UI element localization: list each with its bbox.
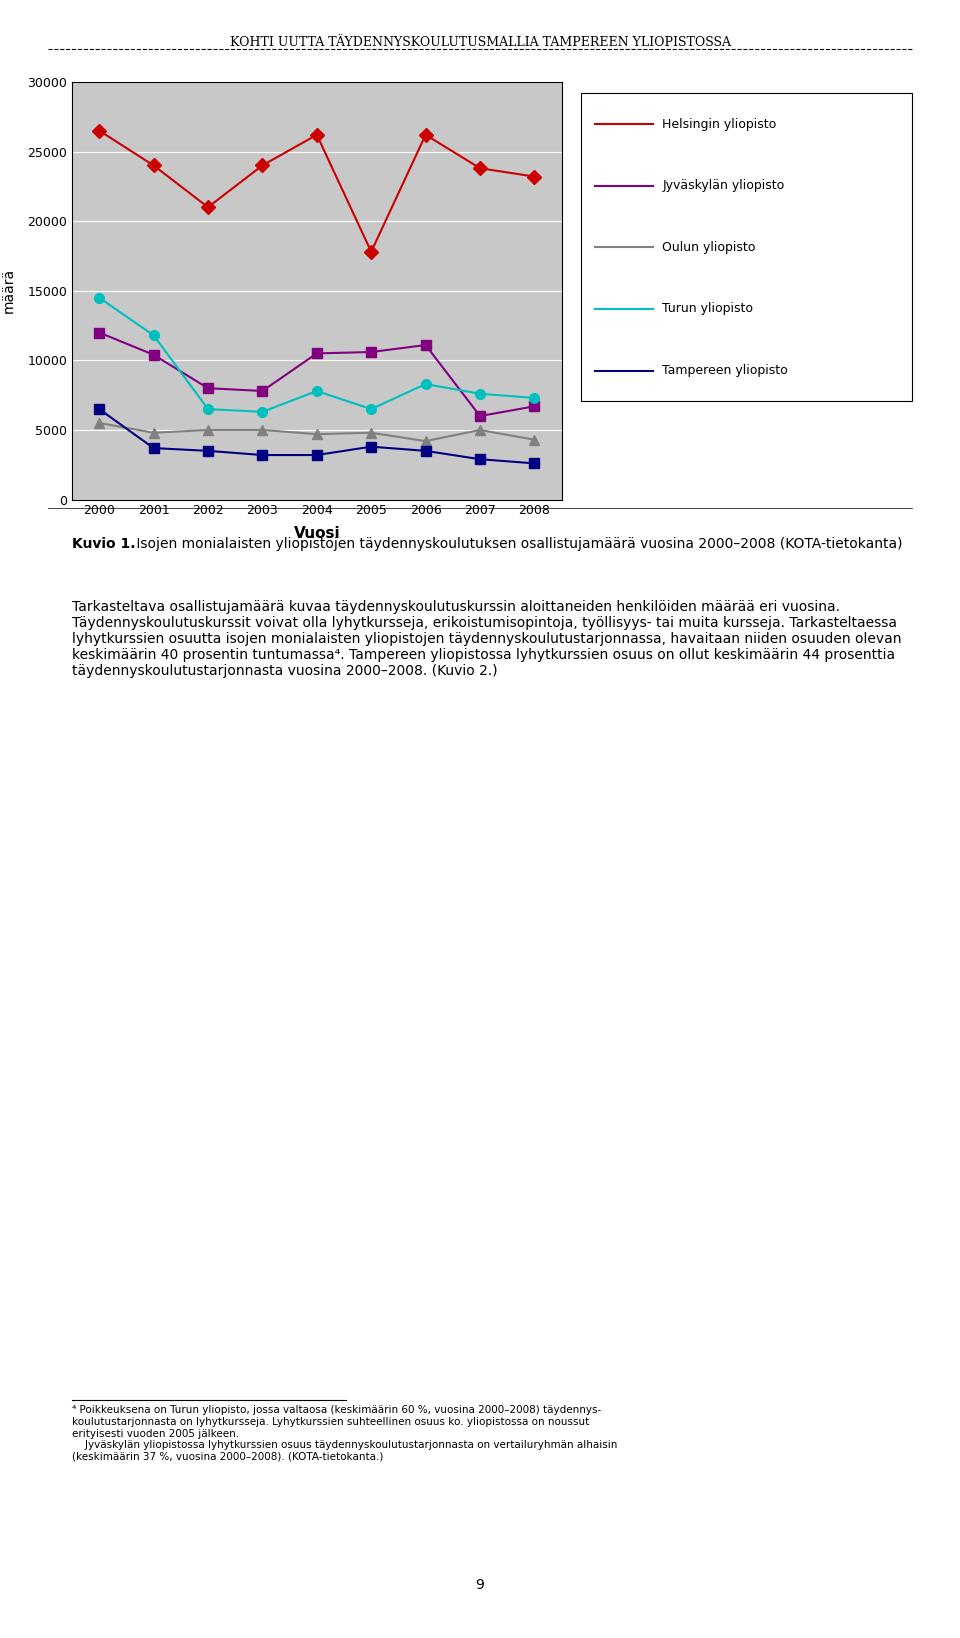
Text: Jyväskylän yliopisto: Jyväskylän yliopisto: [662, 179, 784, 192]
Text: Isojen monialaisten yliopistojen täydennyskoulutuksen osallistujamäärä vuosina 2: Isojen monialaisten yliopistojen täydenn…: [132, 537, 902, 552]
Text: Tampereen yliopisto: Tampereen yliopisto: [662, 364, 788, 377]
X-axis label: Vuosi: Vuosi: [294, 526, 340, 541]
Text: Tarkasteltava osallistujamäärä kuvaa täydennyskoulutuskurssin aloittaneiden henk: Tarkasteltava osallistujamäärä kuvaa täy…: [72, 600, 901, 678]
Text: ⁴ Poikkeuksena on Turun yliopisto, jossa valtaosa (keskimäärin 60 %, vuosina 200: ⁴ Poikkeuksena on Turun yliopisto, jossa…: [72, 1405, 617, 1461]
Text: Kuvio 1.: Kuvio 1.: [72, 537, 135, 552]
Text: 9: 9: [475, 1577, 485, 1592]
Text: Turun yliopisto: Turun yliopisto: [662, 303, 754, 316]
Y-axis label: Osallistuja-
määrä: Osallistuja- määrä: [0, 252, 16, 329]
Text: KOHTI UUTTA TÄYDENNYSKOULUTUSMALLIA TAMPEREEN YLIOPISTOSSA: KOHTI UUTTA TÄYDENNYSKOULUTUSMALLIA TAMP…: [229, 36, 731, 49]
Text: Oulun yliopisto: Oulun yliopisto: [662, 241, 756, 254]
Text: Helsingin yliopisto: Helsingin yliopisto: [662, 118, 777, 131]
